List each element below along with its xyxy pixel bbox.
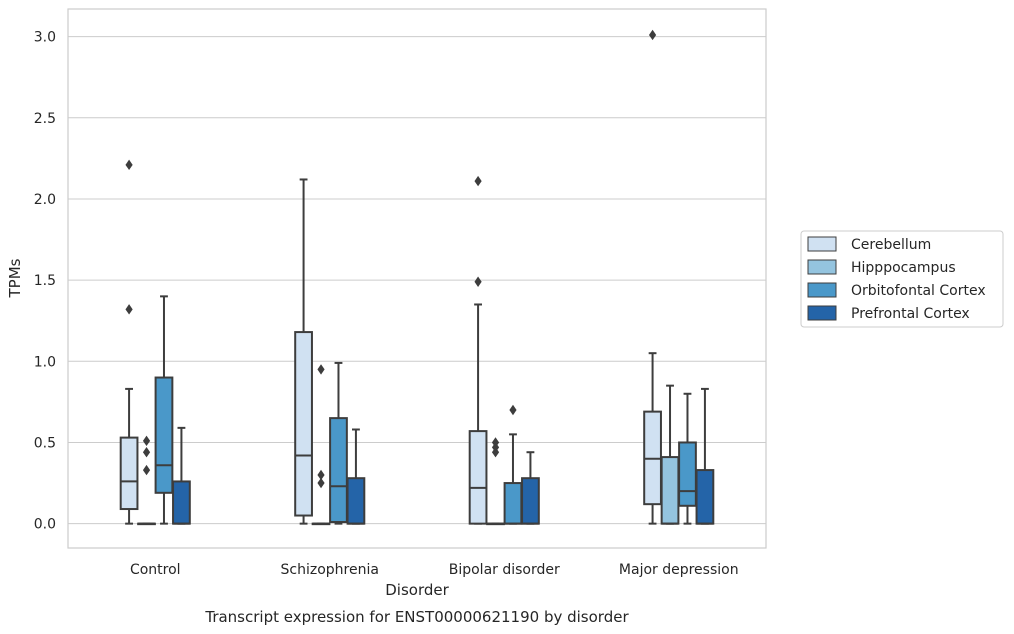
y-tick-label: 0.5 xyxy=(34,435,56,451)
outlier-point xyxy=(142,435,151,447)
box-body xyxy=(695,469,715,525)
y-tick-label: 3.0 xyxy=(34,30,56,46)
y-tick-label: 1.5 xyxy=(34,273,56,289)
outlier-point xyxy=(142,464,151,476)
box-body xyxy=(294,331,313,517)
box-body xyxy=(660,456,680,525)
outlier-point xyxy=(648,29,657,41)
outlier-point xyxy=(509,404,517,416)
box-body xyxy=(503,482,523,525)
x-tick-label: Control xyxy=(130,562,181,578)
box-prefrontal-cortex xyxy=(346,428,366,525)
box-orbitofontal-cortex xyxy=(678,392,697,525)
chart-caption: Transcript expression for ENST0000062119… xyxy=(204,608,629,626)
box-cerebellum xyxy=(294,178,313,525)
box-body xyxy=(154,376,174,494)
legend-label: Orbitofontal Cortex xyxy=(851,283,986,299)
box-prefrontal-cortex xyxy=(695,387,715,525)
box-hipppocampus xyxy=(137,435,156,526)
legend-swatch xyxy=(807,236,837,252)
box-cerebellum xyxy=(643,29,662,525)
box-orbitofontal-cortex xyxy=(329,361,348,525)
legend-swatch xyxy=(807,282,837,298)
box-cerebellum xyxy=(119,159,139,525)
outlier-point xyxy=(491,437,500,448)
grid-lines xyxy=(68,36,766,525)
box-body xyxy=(119,436,139,511)
y-tick-label: 1.0 xyxy=(34,354,56,370)
y-tick-label: 0.0 xyxy=(34,517,56,533)
x-axis-title: Disorder xyxy=(385,581,449,599)
outlier-point xyxy=(317,469,325,481)
box-body xyxy=(172,480,191,525)
box-orbitofontal-cortex xyxy=(503,404,523,525)
box-hipppocampus xyxy=(660,384,680,525)
outlier-point xyxy=(317,364,325,375)
legend-swatch xyxy=(807,305,837,321)
x-tick-label: Bipolar disorder xyxy=(449,562,560,578)
plot-area-frame xyxy=(67,8,767,549)
box-body xyxy=(521,477,540,525)
box-prefrontal-cortex xyxy=(172,426,191,525)
box-hipppocampus xyxy=(311,364,331,526)
y-tick-label: 2.0 xyxy=(34,192,56,208)
outlier-point xyxy=(474,175,482,187)
box-orbitofontal-cortex xyxy=(154,295,174,525)
legend-label: Hipppocampus xyxy=(851,260,956,276)
legend: Cerebellum Hipppocampus Orbitofontal Corte… xyxy=(800,230,1004,328)
box-body xyxy=(329,417,348,524)
y-axis-ticks: 0.0 0.5 1.0 1.5 2.0 2.5 3.0 xyxy=(34,30,56,533)
box-hipppocampus xyxy=(486,437,505,526)
y-axis-title: TPMs xyxy=(6,258,24,298)
x-tick-label: Schizophrenia xyxy=(281,562,379,578)
legend-frame xyxy=(800,230,1004,328)
legend-swatch xyxy=(807,259,837,275)
outlier-point xyxy=(125,304,133,315)
outlier-point xyxy=(125,159,133,171)
outlier-point xyxy=(317,477,325,489)
box-prefrontal-cortex xyxy=(521,451,540,525)
y-tick-label: 2.5 xyxy=(34,111,56,127)
x-tick-label: Major depression xyxy=(619,562,739,578)
legend-label: Prefrontal Cortex xyxy=(851,306,970,322)
box-body xyxy=(678,441,697,507)
outlier-point xyxy=(474,276,482,287)
box-cerebellum xyxy=(468,175,488,525)
box-groups xyxy=(119,29,715,526)
x-axis-ticks: Control Schizophrenia Bipolar disorder Majo… xyxy=(130,562,739,578)
outlier-point xyxy=(142,447,151,458)
legend-label: Cerebellum xyxy=(851,237,931,253)
box-body xyxy=(468,430,488,525)
box-body xyxy=(346,477,366,525)
